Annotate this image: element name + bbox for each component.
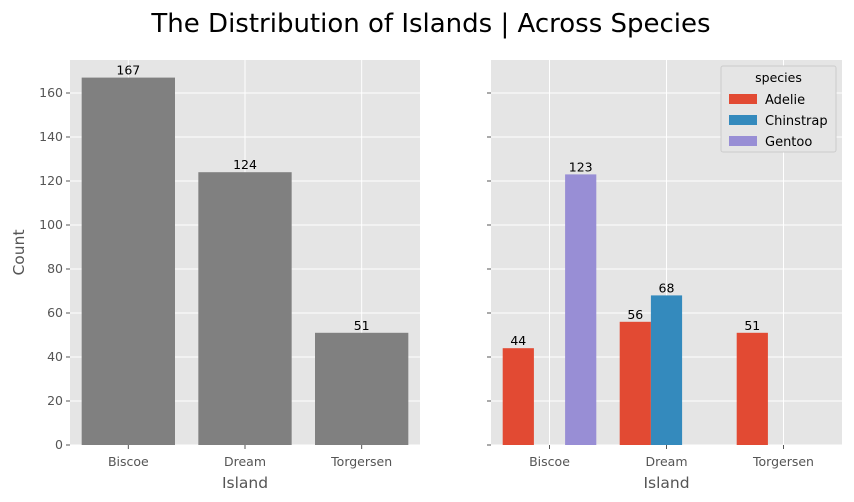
bar-chinstrap <box>650 295 683 445</box>
bar-value-label: 123 <box>569 159 593 174</box>
bar-value-label: 44 <box>510 333 526 348</box>
legend-swatch-chinstrap <box>729 115 757 125</box>
bar <box>198 172 292 445</box>
bar-value-label: 124 <box>233 157 257 172</box>
y-tick-label: 160 <box>39 85 63 100</box>
x-tick-label: Torgersen <box>330 454 392 469</box>
y-tick-label: 40 <box>47 349 63 364</box>
bar-adelie <box>502 348 534 445</box>
bar <box>81 77 175 445</box>
x-tick-label: Biscoe <box>108 454 149 469</box>
legend-label-chinstrap: Chinstrap <box>765 114 828 129</box>
y-tick-label: 80 <box>47 261 63 276</box>
legend-swatch-adelie <box>729 94 757 104</box>
y-tick-label: 20 <box>47 393 63 408</box>
y-tick-label: 120 <box>39 173 63 188</box>
y-tick-label: 60 <box>47 305 63 320</box>
x-tick-label: Biscoe <box>529 454 570 469</box>
x-tick-label: Dream <box>224 454 266 469</box>
bar-adelie <box>619 321 651 445</box>
left-axes: 0 20 40 60 80 100 120 140 160 Biscoe Dream Torgerse… <box>10 60 420 492</box>
legend-label-gentoo: Gentoo <box>765 135 812 150</box>
y-tick-label: 140 <box>39 129 63 144</box>
bar-gentoo <box>565 174 597 445</box>
legend-box <box>720 65 837 153</box>
right-axes: Biscoe Dream Torgersen Island 44 56 51 68 123 spe… <box>487 60 842 492</box>
bar-value-label: 56 <box>627 307 643 322</box>
x-axis-label: Island <box>643 474 689 492</box>
x-tick-label: Torgersen <box>752 454 814 469</box>
y-tick-label: 100 <box>39 217 63 232</box>
bar-value-label: 167 <box>116 63 140 78</box>
bar-value-label: 51 <box>744 318 760 333</box>
figure-title: The Distribution of Islands | Across Spe… <box>150 9 710 39</box>
bar-adelie <box>736 332 768 445</box>
bar-value-label: 51 <box>354 318 370 333</box>
x-axis-label: Island <box>222 474 268 492</box>
legend-title: species <box>755 70 802 85</box>
y-axis-label: Count <box>10 229 28 275</box>
x-tick-label: Dream <box>645 454 687 469</box>
bar-value-label: 68 <box>659 280 675 295</box>
legend-swatch-gentoo <box>729 136 757 146</box>
bar <box>315 332 409 445</box>
legend-label-adelie: Adelie <box>765 93 805 108</box>
y-tick-label: 0 <box>55 437 63 452</box>
